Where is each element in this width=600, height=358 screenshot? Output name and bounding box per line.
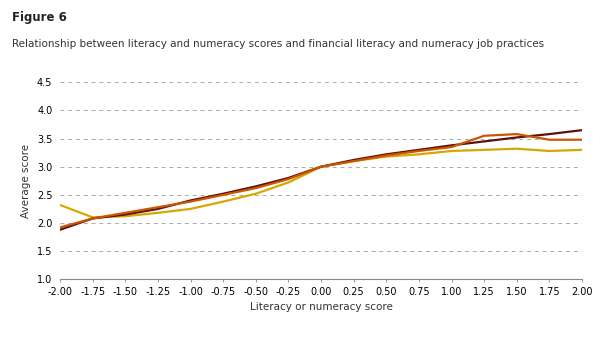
Y-axis label: Average score: Average score xyxy=(22,144,31,218)
Numeracy xyxy=(89,216,96,221)
Numeracy xyxy=(220,193,227,197)
Document literacy xyxy=(513,135,520,140)
Text: Relationship between literacy and numeracy scores and financial literacy and num: Relationship between literacy and numera… xyxy=(12,39,544,49)
Document literacy xyxy=(383,152,390,156)
Prose literacy xyxy=(546,149,553,153)
Prose literacy xyxy=(513,146,520,151)
Text: Figure 6: Figure 6 xyxy=(12,11,67,24)
Document literacy xyxy=(481,139,488,144)
Document literacy xyxy=(578,128,586,132)
Numeracy xyxy=(546,137,553,142)
Prose literacy xyxy=(481,148,488,152)
Numeracy xyxy=(448,145,455,149)
Line: Document literacy: Document literacy xyxy=(60,130,582,230)
Line: Prose literacy: Prose literacy xyxy=(60,149,582,217)
Prose literacy xyxy=(578,148,586,152)
Numeracy xyxy=(481,134,488,138)
Document literacy xyxy=(187,198,194,203)
Prose literacy xyxy=(285,180,292,185)
Numeracy xyxy=(317,165,325,169)
Line: Numeracy: Numeracy xyxy=(60,134,582,227)
Numeracy xyxy=(513,132,520,136)
Prose literacy xyxy=(56,203,64,207)
Document literacy xyxy=(415,148,422,152)
Numeracy xyxy=(415,149,422,153)
Prose literacy xyxy=(187,207,194,211)
Prose literacy xyxy=(317,165,325,169)
Document literacy xyxy=(56,228,64,232)
Prose literacy xyxy=(448,149,455,153)
Numeracy xyxy=(350,159,357,163)
Numeracy xyxy=(122,211,129,215)
Document literacy xyxy=(122,212,129,217)
Prose literacy xyxy=(252,192,259,196)
Numeracy xyxy=(383,153,390,158)
X-axis label: Literacy or numeracy score: Literacy or numeracy score xyxy=(250,303,392,313)
Prose literacy xyxy=(154,211,161,215)
Document literacy xyxy=(154,207,161,211)
Prose literacy xyxy=(350,159,357,163)
Prose literacy xyxy=(415,152,422,156)
Document literacy xyxy=(448,143,455,147)
Numeracy xyxy=(187,199,194,204)
Document literacy xyxy=(546,132,553,136)
Prose literacy xyxy=(89,215,96,219)
Document literacy xyxy=(350,158,357,162)
Numeracy xyxy=(578,137,586,142)
Document literacy xyxy=(220,192,227,196)
Numeracy xyxy=(154,205,161,209)
Document literacy xyxy=(285,176,292,180)
Prose literacy xyxy=(220,199,227,204)
Document literacy xyxy=(89,216,96,221)
Numeracy xyxy=(56,225,64,229)
Prose literacy xyxy=(122,214,129,218)
Numeracy xyxy=(285,177,292,181)
Numeracy xyxy=(252,186,259,190)
Document literacy xyxy=(317,165,325,169)
Prose literacy xyxy=(383,154,390,159)
Document literacy xyxy=(252,184,259,189)
